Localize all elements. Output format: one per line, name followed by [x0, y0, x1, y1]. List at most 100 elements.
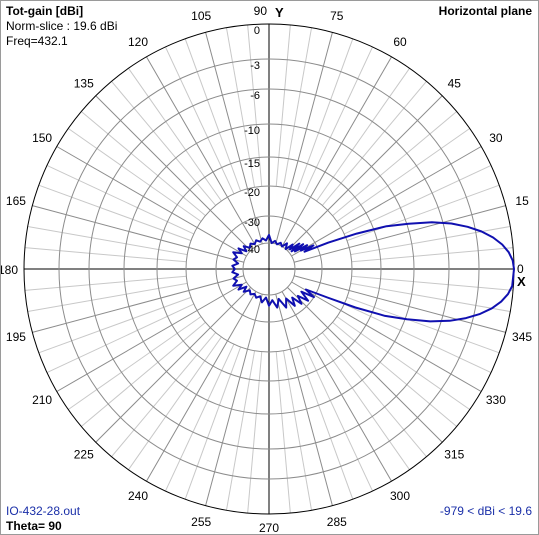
minor-spoke: [46, 165, 194, 235]
minor-spoke: [111, 332, 217, 458]
minor-spoke: [46, 303, 194, 373]
radial-tick-label: -15: [244, 158, 260, 170]
grid-ring: [88, 88, 450, 450]
minor-spoke: [38, 184, 192, 242]
angle-tick-label: 60: [393, 35, 407, 49]
minor-spoke: [184, 346, 242, 500]
grid-ring: [156, 156, 382, 382]
minor-spoke: [225, 350, 256, 511]
major-spoke: [32, 275, 245, 333]
minor-spoke: [275, 24, 291, 187]
angle-tick-label: 105: [191, 9, 211, 23]
major-spoke: [205, 32, 263, 245]
angle-tick-label: 30: [489, 131, 503, 145]
minor-spoke: [346, 296, 500, 354]
angle-tick-label: 180: [1, 263, 18, 277]
major-spoke: [275, 32, 333, 245]
angle-tick-label: 330: [486, 393, 506, 407]
major-spoke: [293, 275, 506, 333]
minor-spoke: [247, 24, 263, 187]
grid-ring: [185, 185, 353, 353]
grid-ring: [58, 58, 480, 480]
norm-slice-text: Norm-slice : 19.6 dBi: [6, 19, 118, 33]
minor-spoke: [336, 128, 470, 222]
minor-spoke: [24, 275, 187, 291]
minor-spoke: [332, 321, 458, 427]
minor-spoke: [344, 303, 492, 373]
minor-spoke: [321, 332, 427, 458]
minor-spoke: [282, 27, 313, 188]
major-spoke: [287, 95, 443, 251]
minor-spoke: [68, 128, 202, 222]
angle-tick-label: 240: [128, 489, 148, 503]
major-spoke: [291, 146, 482, 257]
major-spoke: [291, 281, 482, 392]
chart-title: Tot-gain [dBi]: [6, 4, 84, 18]
minor-spoke: [80, 111, 206, 217]
radial-tick-label: 0: [254, 25, 260, 37]
minor-spoke: [332, 111, 458, 217]
minor-spoke: [24, 247, 187, 263]
angle-tick-label: 285: [327, 515, 347, 529]
angle-tick-label: 120: [128, 35, 148, 49]
minor-spoke: [128, 68, 222, 202]
radial-tick-label: -20: [244, 187, 260, 199]
plane-title: Horizontal plane: [438, 4, 532, 18]
angle-tick-label: 90: [254, 4, 268, 18]
angle-tick-label: 0: [517, 262, 524, 276]
major-spoke: [281, 291, 392, 482]
angle-tick-label: 15: [515, 194, 529, 208]
minor-spoke: [296, 346, 354, 500]
minor-spoke: [346, 184, 500, 242]
minor-spoke: [27, 282, 188, 313]
major-spoke: [56, 146, 247, 257]
angle-tick-label: 135: [74, 77, 94, 91]
angle-tick-label: 75: [330, 9, 344, 23]
major-spoke: [32, 205, 245, 263]
minor-spoke: [165, 46, 235, 194]
angle-tick-label: 225: [74, 447, 94, 461]
x-axis-letter: X: [517, 274, 526, 289]
minor-spoke: [80, 321, 206, 427]
angle-tick-label: 345: [512, 330, 532, 344]
minor-spoke: [247, 351, 263, 514]
major-spoke: [275, 293, 333, 506]
minor-spoke: [68, 316, 202, 410]
minor-spoke: [344, 165, 492, 235]
major-spoke: [293, 205, 506, 263]
angle-tick-label: 195: [6, 330, 26, 344]
minor-spoke: [27, 225, 188, 256]
major-spoke: [146, 56, 257, 247]
minor-spoke: [351, 247, 514, 263]
angle-tick-label: 150: [32, 131, 52, 145]
radial-tick-label: -30: [244, 217, 260, 229]
minor-spoke: [321, 80, 427, 206]
major-spoke: [56, 281, 247, 392]
angle-tick-label: 315: [444, 447, 464, 461]
radial-tick-label: -10: [244, 125, 260, 137]
grid-ring: [123, 123, 415, 415]
minor-spoke: [165, 344, 235, 492]
radial-tick-label: -3: [250, 60, 260, 72]
radial-tick-label: -6: [250, 90, 260, 102]
angle-tick-label: 165: [6, 194, 26, 208]
major-spoke: [146, 291, 257, 482]
minor-spoke: [336, 316, 470, 410]
gain-range-text: -979 < dBi < 19.6: [439, 504, 532, 518]
minor-spoke: [350, 282, 511, 313]
minor-spoke: [316, 68, 410, 202]
file-name: IO-432-28.out: [6, 504, 81, 518]
minor-spoke: [225, 27, 256, 188]
y-axis-letter: Y: [275, 5, 284, 20]
minor-spoke: [316, 336, 410, 470]
minor-spoke: [111, 80, 217, 206]
major-spoke: [95, 95, 251, 251]
grid-ring: [215, 215, 323, 323]
minor-spoke: [296, 38, 354, 192]
minor-spoke: [351, 275, 514, 291]
frequency-text: Freq=432.1: [6, 34, 68, 48]
grid-ring: [242, 242, 296, 296]
gain-pattern-trace: [231, 221, 515, 323]
